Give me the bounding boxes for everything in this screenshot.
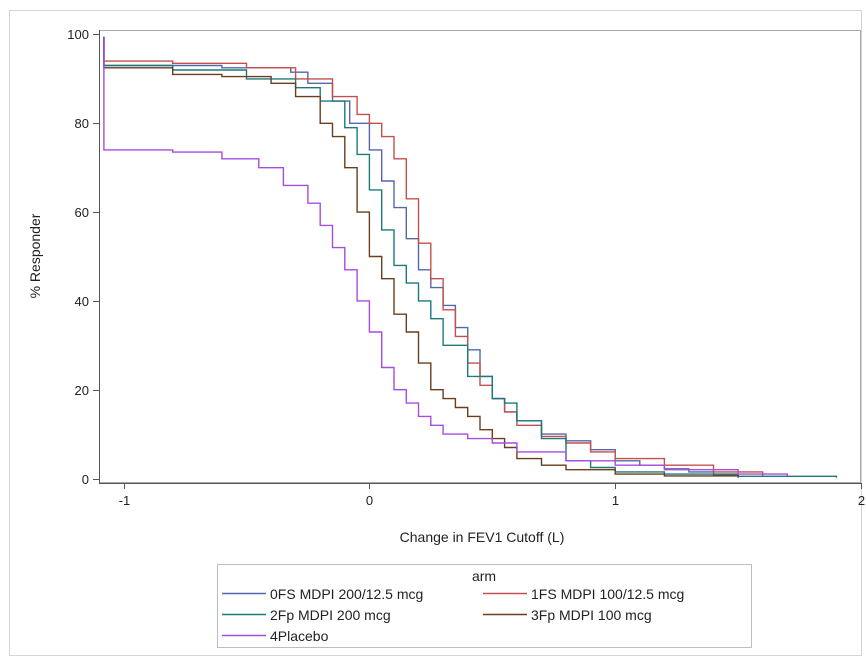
- y-tick-label: 0: [82, 472, 89, 487]
- legend-label-4: 4Placebo: [270, 628, 329, 644]
- plot-frame: [99, 30, 861, 483]
- legend-label-0: 0FS MDPI 200/12.5 mcg: [270, 586, 423, 602]
- series-line-3: [103, 36, 739, 478]
- y-tick-label: 40: [75, 294, 89, 309]
- x-axis-label: Change in FEV1 Cutoff (L): [400, 529, 565, 545]
- legend-label-3: 3Fp MDPI 100 mcg: [531, 607, 652, 623]
- x-axis: -1 0 1 2: [99, 483, 865, 508]
- series-line-2: [103, 36, 838, 478]
- x-tick-label: -1: [119, 493, 131, 508]
- series-line-1: [103, 36, 764, 477]
- legend-label-2: 2Fp MDPI 200 mcg: [270, 607, 391, 623]
- y-tick-label: 80: [75, 116, 89, 131]
- y-axis-label: % Responder: [27, 213, 43, 298]
- series-line-4: [103, 36, 788, 477]
- figure-border: [9, 10, 862, 656]
- x-tick-label: 2: [858, 493, 865, 508]
- plot-area: [99, 30, 861, 483]
- x-tick-label: 1: [612, 493, 619, 508]
- y-tick-label: 60: [75, 205, 89, 220]
- y-tick-label: 20: [75, 383, 89, 398]
- y-axis: 0 20 40 60 80 100: [67, 27, 100, 487]
- x-tick-label: 0: [366, 493, 373, 508]
- legend: arm 0FS MDPI 200/12.5 mcg 1FS MDPI 100/12…: [217, 564, 752, 648]
- y-tick-label: 100: [67, 27, 89, 42]
- legend-label-1: 1FS MDPI 100/12.5 mcg: [531, 586, 684, 602]
- legend-title: arm: [472, 568, 496, 584]
- legend-box: [217, 564, 752, 648]
- series-line-0: [103, 36, 739, 478]
